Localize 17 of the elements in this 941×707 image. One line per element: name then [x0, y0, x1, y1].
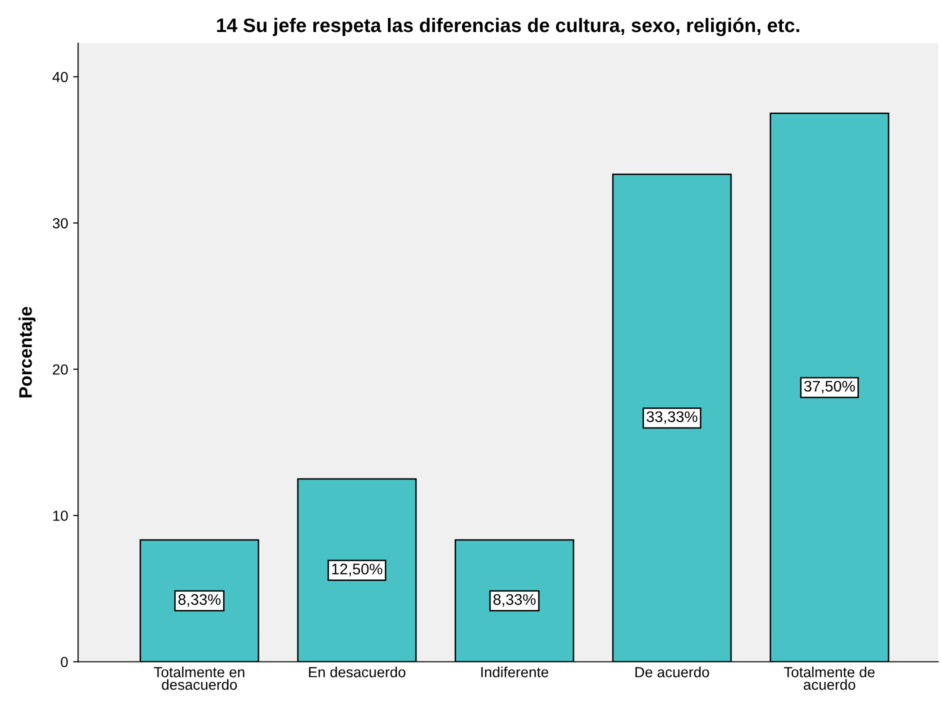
x-tick-label: Totalmente de acuerdo [784, 666, 875, 690]
x-tick-label: En desacuerdo [309, 666, 406, 678]
y-tick-label: 30 [52, 218, 68, 228]
y-axis-title: Porcentaje [18, 306, 36, 398]
y-tick-label: 20 [52, 364, 68, 375]
x-tick-label: De acuerdo [635, 666, 710, 678]
data-label: 37,50% [804, 380, 855, 394]
chart-title: 14 Su jefe respeta las diferencias de cultura, sexo, religión, etc. [217, 18, 800, 36]
x-tick-label: Indiferente [481, 666, 548, 678]
y-tick-label: 10 [53, 510, 68, 521]
x-tick-label: Totalmente en desacuerdo [154, 666, 244, 690]
data-label: 33,33% [646, 411, 698, 424]
data-label: 8,33% [493, 594, 536, 607]
y-tick-label: 0 [60, 656, 68, 668]
data-label: 12,50% [332, 564, 382, 576]
data-label: 8,33% [178, 594, 221, 607]
y-tick-label: 40 [52, 72, 68, 82]
